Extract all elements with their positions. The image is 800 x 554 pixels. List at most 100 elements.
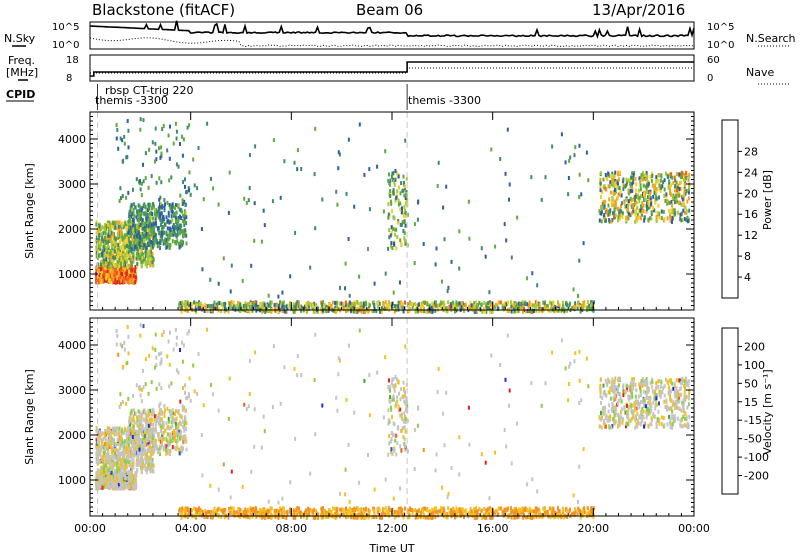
data-cell: [110, 470, 113, 475]
data-cell: [103, 271, 106, 276]
data-cell: [128, 214, 131, 219]
data-cell: [162, 214, 165, 219]
data-cell: [640, 173, 643, 178]
data-cell: [126, 476, 129, 481]
data-cell: [179, 244, 182, 248]
data-cell: [663, 193, 666, 198]
data-cell: [113, 441, 116, 446]
data-cell: [160, 153, 163, 158]
data-cell: [113, 427, 116, 432]
data-cell: [124, 479, 127, 484]
data-cell: [141, 245, 144, 250]
data-cell: [181, 198, 184, 203]
data-cell: [124, 273, 127, 278]
data-cell: [196, 186, 199, 191]
data-cell: [130, 265, 133, 270]
data-cell: [99, 435, 102, 440]
data-cell: [626, 197, 628, 202]
data-cell: [650, 210, 653, 215]
data-cell: [140, 209, 143, 214]
data-cell: [119, 480, 122, 485]
data-cell: [603, 200, 606, 204]
data-cell: [649, 196, 652, 201]
data-cell: [165, 232, 168, 237]
data-cell: [519, 301, 521, 306]
data-cell: [406, 212, 409, 217]
data-cell: [140, 246, 143, 251]
data-cell: [105, 479, 108, 484]
data-cell: [129, 273, 132, 278]
data-cell: [424, 300, 427, 305]
data-cell: [608, 219, 611, 224]
data-cell: [526, 309, 529, 313]
data-cell: [377, 300, 379, 305]
data-cell: [236, 304, 239, 309]
data-cell: [247, 198, 250, 203]
data-cell: [608, 197, 611, 202]
data-cell: [172, 232, 175, 237]
data-cell: [122, 239, 125, 244]
data-cell: [102, 455, 105, 460]
data-cell: [611, 182, 614, 187]
data-cell: [159, 233, 162, 238]
data-cell: [159, 204, 162, 209]
data-cell: [129, 225, 132, 230]
data-cell: [116, 466, 119, 471]
data-cell: [133, 453, 136, 458]
data-cell: [117, 455, 120, 460]
data-cell: [384, 149, 387, 154]
data-cell: [314, 309, 317, 314]
data-cell: [680, 170, 683, 175]
data-cell: [141, 451, 144, 456]
data-cell: [135, 462, 138, 467]
data-cell: [625, 177, 628, 182]
data-cell: [300, 167, 303, 171]
data-cell: [402, 174, 405, 179]
data-cell: [144, 456, 147, 461]
data-cell: [494, 302, 497, 307]
data-cell: [106, 239, 109, 244]
data-cell: [513, 301, 516, 305]
data-cell: [400, 301, 403, 306]
data-cell: [112, 448, 114, 453]
data-cell: [261, 309, 264, 314]
data-cell: [145, 236, 148, 241]
data-cell: [254, 144, 257, 149]
data-cell: [144, 460, 147, 465]
data-cell: [403, 236, 406, 241]
data-cell: [154, 420, 157, 425]
data-cell: [118, 199, 121, 203]
data-cell: [543, 301, 546, 306]
data-cell: [150, 231, 153, 236]
data-cell: [139, 187, 142, 192]
data-cell: [117, 276, 120, 281]
data-cell: [119, 474, 122, 479]
data-cell: [244, 307, 247, 311]
data-cell: [674, 188, 677, 193]
data-cell: [656, 187, 659, 192]
data-cell: [105, 463, 108, 468]
data-cell: [105, 257, 108, 262]
freq-line: [90, 61, 694, 77]
data-cell: [669, 184, 672, 189]
data-cell: [100, 237, 103, 242]
data-cell: [437, 160, 440, 165]
data-cell: [613, 210, 616, 215]
data-cell: [402, 229, 405, 233]
data-cell: [422, 303, 425, 308]
data-cell: [154, 126, 157, 131]
data-cell: [254, 306, 257, 311]
data-cell: [108, 484, 111, 489]
data-cell: [320, 302, 323, 307]
data-cell: [100, 455, 103, 460]
freq-strip: Freq. [MHz] 18 8 60 0 Nave: [6, 54, 790, 85]
data-cell: [103, 242, 105, 247]
data-cell: [167, 213, 170, 218]
data-cell: [105, 447, 108, 451]
data-cell: [102, 464, 105, 469]
data-cell: [228, 302, 231, 307]
data-cell: [182, 219, 184, 223]
data-cell: [261, 301, 264, 306]
data-cell: [102, 461, 105, 466]
data-cell: [488, 300, 491, 305]
